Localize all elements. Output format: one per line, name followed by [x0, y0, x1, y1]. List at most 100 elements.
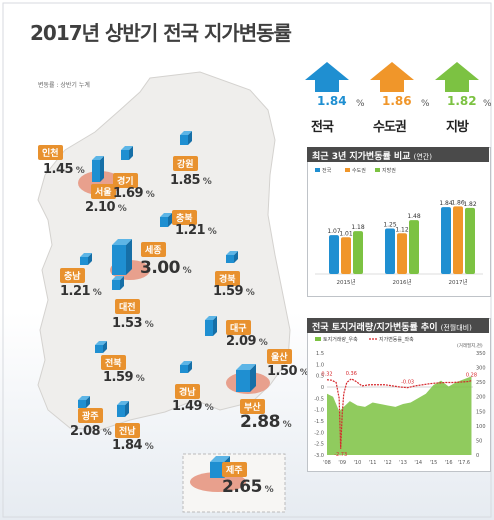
region-value: 1.84 %	[112, 438, 154, 453]
x-tick-label: 2017년	[448, 278, 467, 286]
bar-value-label: 1.82	[463, 201, 477, 208]
line-chart: 토지거래량_우축 지가변동률_좌축 (거래필지,천) 1.5 1.0 0.5 0 -0.5 -1…	[314, 336, 486, 466]
region-cube-top	[112, 239, 132, 245]
x-tick-label: '14	[414, 460, 422, 466]
legend-swatch	[375, 168, 380, 172]
region-value: 2.09 %	[226, 334, 268, 349]
legend-label: 토지거래량_우축	[323, 336, 358, 343]
region-cube-top	[95, 341, 107, 345]
region-cube-side	[125, 401, 129, 417]
line-chart-header	[307, 318, 489, 333]
x-tick-label: '13	[399, 460, 407, 466]
y-right-tick: 50	[476, 438, 482, 444]
x-tick-label: 2015년	[336, 278, 355, 286]
region-cube-front	[112, 245, 126, 275]
y-left-tick: 1.5	[316, 351, 324, 357]
y-right-tick: 100	[476, 424, 486, 430]
line-chart-title: 전국 토지거래량/지가변동률 추이 (전월대비)	[312, 323, 472, 333]
region-cube-side	[100, 156, 104, 182]
region-value: 1.85 %	[170, 173, 212, 188]
x-tick-label: 2016년	[392, 278, 411, 286]
y-right-tick: 200	[476, 395, 486, 401]
x-tick-label: '15	[430, 460, 438, 466]
region-name: 경기	[113, 173, 138, 188]
map-note: 변동률 : 상반기 누계	[38, 82, 90, 89]
y-right-tick: 300	[476, 366, 486, 372]
region-cube-top	[210, 456, 230, 462]
region-cube-side	[188, 131, 192, 145]
bar	[453, 206, 463, 274]
y-left-tick: -0.5	[314, 396, 324, 402]
region-value: 1.50 %	[267, 364, 309, 379]
legend-label: 전국	[322, 167, 332, 174]
annotation-label: 0.36	[346, 371, 357, 377]
region-name: 전남	[115, 423, 140, 438]
region-value: 1.69 %	[113, 186, 155, 201]
region-name: 충북	[172, 210, 197, 225]
region-cube-front	[180, 365, 188, 373]
region-cube-front	[236, 370, 250, 392]
provinces-rate-unit: %	[483, 99, 492, 109]
region-cube-front	[92, 160, 100, 182]
y-left-tick: 0	[321, 385, 324, 391]
region-cube-side	[250, 364, 256, 392]
region-cube-front	[205, 320, 213, 336]
bar-value-label: 1.25	[383, 222, 397, 229]
region-cube-side	[168, 213, 172, 227]
region-cube-top	[78, 396, 90, 400]
national-rate: 1.84	[314, 92, 350, 110]
region-value: 1.49 %	[172, 399, 214, 414]
region-cube-front	[160, 217, 168, 227]
bar-value-label: 1.07	[327, 228, 341, 235]
region-cube-top	[121, 146, 133, 150]
y-right-tick: 0	[476, 453, 479, 459]
region-name: 충남	[60, 268, 85, 283]
region-cube-top	[160, 213, 172, 217]
x-tick-label: '17.6	[458, 460, 471, 466]
y-left-tick: 1.0	[316, 362, 324, 368]
region-cube-top	[226, 251, 238, 255]
region-cube-top	[117, 401, 129, 405]
rate-line	[326, 378, 472, 449]
region-name: 대구	[226, 320, 251, 335]
legend-swatch	[345, 168, 350, 172]
region-cube-side	[213, 316, 217, 336]
annotation-label: 0.28	[466, 373, 477, 379]
annotation-label: -0.03	[401, 380, 414, 386]
legend-swatch	[315, 337, 321, 341]
region-cube-top	[180, 361, 192, 365]
bar-chart-title: 최근 3년 지가변동률 비교 (연간)	[312, 152, 432, 162]
capital-rate-unit: %	[421, 99, 430, 109]
bar	[465, 207, 475, 274]
legend-label: 지방권	[382, 167, 396, 174]
bar-value-label: 1.18	[351, 224, 365, 231]
x-tick-label: '08	[323, 460, 331, 466]
x-tick-label: '09	[338, 460, 346, 466]
region-value: 1.59 %	[103, 370, 145, 385]
bar-value-label: 1.84	[439, 200, 453, 207]
region-value: 3.00 %	[140, 258, 192, 278]
y-right-tick: 250	[476, 380, 486, 386]
region-value: 2.08 %	[70, 424, 112, 439]
region-name: 전북	[101, 355, 126, 370]
region-name: 인천	[38, 145, 63, 160]
y-left-tick: -1.0	[314, 408, 324, 414]
x-tick-label: '12	[384, 460, 392, 466]
region-name: 울산	[267, 349, 292, 364]
provinces-rate: 1.82	[444, 92, 480, 110]
annotation-label: 0.32	[321, 372, 332, 378]
region-value: 2.65 %	[222, 477, 274, 497]
y-left-tick: -2.5	[314, 442, 324, 448]
region-name: 서울	[91, 184, 116, 199]
bar-value-label: 1.12	[395, 226, 409, 233]
region-cube-front	[95, 345, 103, 353]
bar	[353, 231, 363, 274]
region-cube-front	[210, 462, 224, 478]
region-cube-top	[92, 156, 104, 160]
legend-label: 수도권	[352, 167, 366, 174]
region-cube-top	[205, 316, 217, 320]
region-name: 제주	[222, 462, 247, 477]
region-name: 세종	[141, 242, 166, 257]
x-tick-label: '11	[369, 460, 377, 466]
bar-chart: 전국 수도권 지방권 1.071.011.18 2015년 1.251.12 1.48 201…	[315, 167, 483, 286]
